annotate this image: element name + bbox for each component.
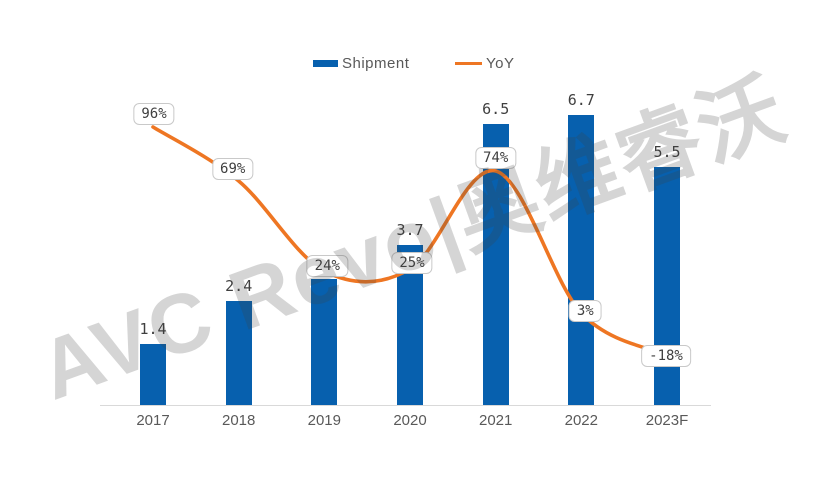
legend-label-shipment: Shipment (342, 55, 410, 72)
x-tick-2021: 2021 (479, 412, 513, 429)
shipment-value-label-2018: 2.4 (225, 277, 253, 296)
shipment-value-label-2023f: 5.5 (653, 142, 681, 161)
shipment-bar-2023f (654, 166, 680, 405)
shipment-bar-2017 (140, 344, 166, 405)
yoy-label-badge-2018: 69% (212, 158, 254, 180)
yoy-line-swatch-icon (455, 61, 482, 66)
shipment-bar-swatch-icon (313, 60, 338, 67)
shipment-value-label-2017: 1.4 (139, 320, 167, 339)
shipment-value-label-2020: 3.7 (396, 220, 424, 239)
x-axis-line (100, 405, 711, 406)
legend-label-yoy: YoY (486, 55, 515, 72)
shipment-bar-2018 (225, 301, 252, 405)
x-tick-2017: 2017 (136, 412, 170, 429)
legend-item-shipment: Shipment (313, 55, 409, 72)
yoy-label-badge-2019: 24% (306, 255, 348, 277)
shipment-bar-2022 (568, 114, 595, 405)
yoy-label-badge-2017: 96% (133, 103, 175, 125)
x-tick-2018: 2018 (222, 412, 256, 429)
yoy-label-badge-2022: 3% (568, 300, 602, 322)
x-tick-2020: 2020 (393, 412, 427, 429)
shipment-value-label-2021: 6.5 (482, 99, 510, 118)
legend-item-yoy: YoY (455, 55, 514, 72)
x-tick-2019: 2019 (307, 412, 341, 429)
shipment-value-label-2022: 6.7 (567, 90, 595, 109)
x-tick-2022: 2022 (564, 412, 598, 429)
shipment-bar-2019 (311, 279, 338, 405)
yoy-label-badge-2023f: -18% (641, 345, 691, 367)
yoy-label-badge-2020: 25% (391, 252, 433, 274)
yoy-label-badge-2021: 74% (475, 147, 517, 169)
x-tick-2023f: 2023F (645, 412, 689, 429)
